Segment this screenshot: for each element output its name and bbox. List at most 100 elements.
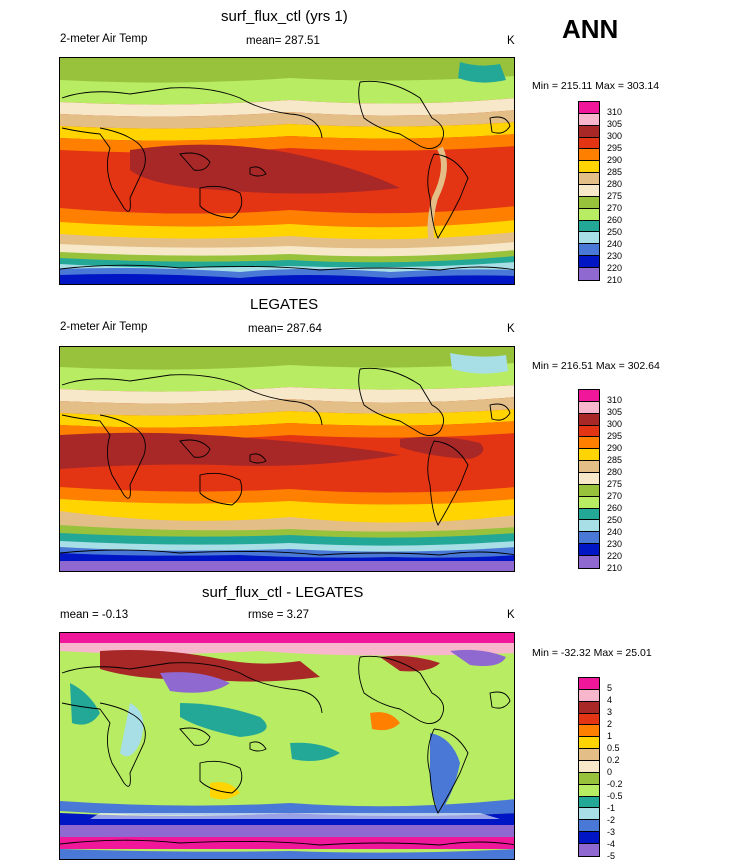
panel2-legend-swatch [579, 461, 599, 474]
panel1-legend-swatch [579, 185, 599, 197]
panel3-legend-label: 2 [607, 719, 613, 729]
panel3-legend-label: -0.2 [607, 779, 623, 789]
panel3-mean: mean = -0.13 [60, 609, 129, 621]
panel3-map [59, 632, 515, 860]
panel2-legend-label: 230 [607, 539, 623, 549]
panel3-legend-label: 0 [607, 767, 613, 777]
panel1-legend-swatch [579, 208, 599, 221]
panel1-legend-label: 305 [607, 119, 623, 129]
panel1-units: K [507, 35, 515, 47]
panel2-legend-swatch [579, 484, 599, 497]
panel3-legend-swatch [579, 808, 599, 821]
panel1-legend-swatch [579, 173, 599, 186]
panel2-legend-label: 220 [607, 551, 623, 561]
panel3-legend-swatch [579, 832, 599, 845]
panel3-legend-swatch [579, 678, 599, 690]
panel3-legend-swatch [579, 761, 599, 773]
panel2-legend-swatch [579, 508, 599, 521]
panel2-legend-label: 275 [607, 479, 623, 489]
panel3-legend-swatch [579, 784, 599, 797]
panel3-units: K [507, 609, 515, 621]
panel1-legend-swatch [579, 137, 599, 150]
panel2-legend-label: 240 [607, 527, 623, 537]
panel1-legend-swatch [579, 256, 599, 269]
panel1-legend-label: 295 [607, 143, 623, 153]
panel3-legend-swatch [579, 701, 599, 714]
panel3-legend-swatch [579, 772, 599, 785]
panel3-legend-label: 0.2 [607, 755, 620, 765]
panel3-legend-label: -3 [607, 827, 616, 837]
panel2-legend-label: 280 [607, 467, 623, 477]
panel2-legend-swatch [579, 401, 599, 414]
panel3-legend-label: -5 [607, 851, 616, 861]
panel3-legend-swatch [579, 844, 599, 856]
panel3-legend-label: 3 [607, 707, 613, 717]
panel3-legend-label: 5 [607, 683, 613, 693]
panel3-legend-label: -0.5 [607, 791, 623, 801]
panel2-minmax: Min = 216.51 Max = 302.64 [532, 360, 660, 372]
panel1-legend-swatch [579, 149, 599, 162]
panel1-legend-swatch [579, 232, 599, 245]
panel3-legend-swatch [579, 689, 599, 702]
panel3-legend-label: 1 [607, 731, 613, 741]
panel2-legend-label: 260 [607, 503, 623, 513]
panel1-legend-swatch [579, 268, 599, 280]
panel2-legend-swatch [579, 425, 599, 438]
panel3-legend-swatch [579, 725, 599, 738]
panel2-legend-label: 210 [607, 563, 623, 573]
panel2-map [59, 346, 515, 572]
panel2-legend-swatch [579, 556, 599, 568]
panel2-legend-label: 295 [607, 431, 623, 441]
panel1-legend-label: 230 [607, 251, 623, 261]
panel1-minmax: Min = 215.11 Max = 303.14 [532, 80, 660, 92]
panel2-legend-label: 270 [607, 491, 623, 501]
panel3-legend-swatch [579, 820, 599, 833]
panel3-legend-label: -4 [607, 839, 616, 849]
panel3-legend-label: 0.5 [607, 743, 620, 753]
panel3-legend-swatch [579, 796, 599, 809]
panel3-legend-label: 4 [607, 695, 613, 705]
panel3-legend-label: -2 [607, 815, 616, 825]
panel2-title: LEGATES [250, 296, 319, 313]
panel1-legend-label: 250 [607, 227, 623, 237]
panel2-legend-swatch [579, 496, 599, 509]
panel2-legend-swatch [579, 449, 599, 462]
panel3-legend [578, 677, 600, 857]
panel1-legend-swatch [579, 244, 599, 257]
panel1-legend-swatch [579, 196, 599, 209]
panel1-legend-label: 260 [607, 215, 623, 225]
panel1-legend-label: 210 [607, 275, 623, 285]
panel3-title: surf_flux_ctl - LEGATES [202, 584, 364, 601]
panel2-legend-swatch [579, 544, 599, 557]
panel3-legend-swatch [579, 737, 599, 750]
panel1-legend-label: 220 [607, 263, 623, 273]
panel1-mean: mean= 287.51 [246, 35, 320, 47]
panel2-legend-label: 290 [607, 443, 623, 453]
panel3-legend-swatch [579, 749, 599, 762]
panel1-variable-label: 2-meter Air Temp [60, 33, 148, 45]
panel2-legend-swatch [579, 473, 599, 485]
panel2-variable-label: 2-meter Air Temp [60, 321, 148, 333]
panel2-legend-swatch [579, 390, 599, 402]
panel1-legend-swatch [579, 102, 599, 114]
panel1-map [59, 57, 515, 285]
panel2-legend-swatch [579, 520, 599, 533]
panel1-legend-label: 290 [607, 155, 623, 165]
panel2-legend-label: 310 [607, 395, 623, 405]
panel1-legend-label: 270 [607, 203, 623, 213]
panel2-mean: mean= 287.64 [248, 323, 322, 335]
panel2-legend-label: 305 [607, 407, 623, 417]
panel1-legend-swatch [579, 125, 599, 138]
panel1-legend-label: 300 [607, 131, 623, 141]
panel1-legend-swatch [579, 220, 599, 233]
panel3-rmse: rmse = 3.27 [248, 609, 310, 621]
panel2-legend-swatch [579, 437, 599, 450]
panel2-legend-label: 285 [607, 455, 623, 465]
panel1-legend-label: 240 [607, 239, 623, 249]
panel2-legend-label: 250 [607, 515, 623, 525]
panel1-legend [578, 101, 600, 281]
panel1-legend-label: 285 [607, 167, 623, 177]
season-label: ANN [562, 14, 619, 44]
panel3-legend-label: -1 [607, 803, 616, 813]
panel2-legend-swatch [579, 532, 599, 545]
